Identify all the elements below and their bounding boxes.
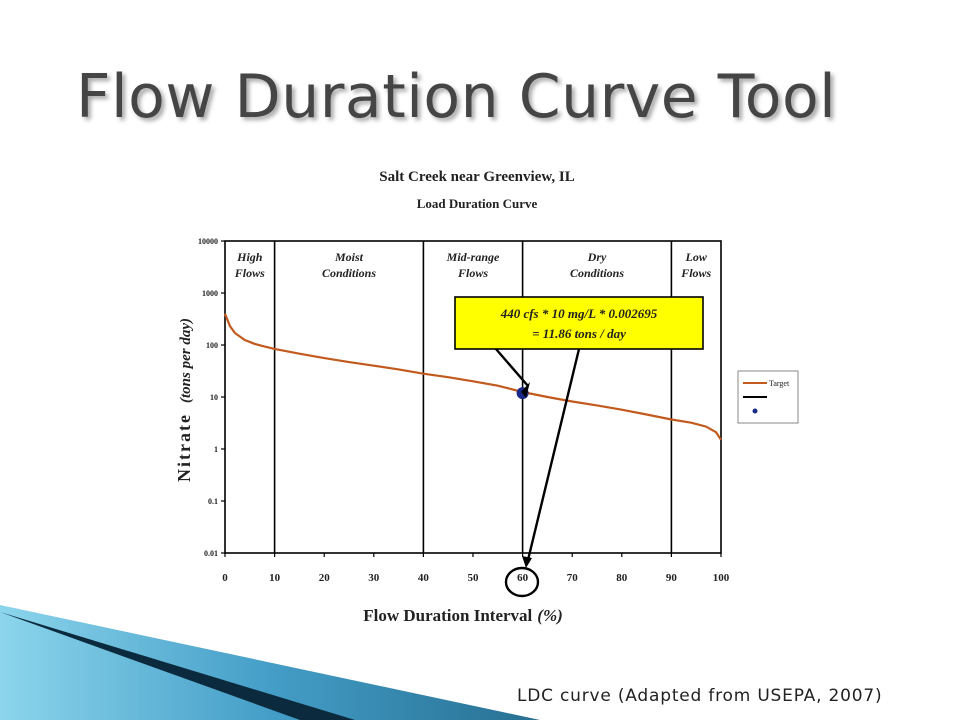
x-axis-label: Flow Duration Interval (%)	[363, 606, 563, 625]
y-tick-label: 0.01	[204, 549, 218, 558]
slide-caption: LDC curve (Adapted from USEPA, 2007)	[517, 686, 883, 706]
x-tick-label: 20	[319, 572, 331, 584]
x-tick-label: 40	[418, 572, 430, 584]
chart-title: Salt Creek near Greenview, IL	[379, 169, 574, 185]
x-tick-label: 90	[666, 572, 678, 584]
x-tick-label: 0	[222, 572, 228, 584]
regime-label: Mid-range Flows	[446, 250, 500, 280]
chart-subtitle: Load Duration Curve	[417, 196, 538, 211]
regime-labels: High Flows Moist Conditions Mid-range Flows Dr…	[234, 250, 712, 280]
regime-label-line: Flows	[680, 266, 711, 280]
decor-wedge-light	[0, 605, 540, 720]
regime-label: High Flows	[234, 250, 265, 280]
decor-wedge	[0, 605, 540, 720]
arrowhead-tick	[522, 556, 532, 568]
x-tick-label: 70	[567, 572, 579, 584]
y-tick-label: 1000	[202, 289, 218, 298]
legend-swatch-point	[752, 408, 758, 414]
regime-label-line: Moist	[334, 250, 364, 264]
regime-label: Dry Conditions	[570, 250, 624, 280]
y-axis-ticks: 0.01 0.1 1 10 100 1000 10000	[198, 237, 225, 558]
regime-label-line: Flows	[457, 266, 488, 280]
x-tick-label: 60	[517, 572, 529, 584]
y-axis-label: Nitrate (tons per day)	[174, 318, 194, 482]
y-axis-label-text: Nitrate	[174, 413, 194, 482]
x-tick-label: 10	[269, 572, 281, 584]
y-tick-label: 100	[206, 341, 218, 350]
slide-title: Flow Duration Curve Tool	[76, 62, 837, 132]
decor-wedge-dark	[0, 612, 355, 720]
series-line-target	[223, 313, 722, 441]
y-tick-label: 0.1	[208, 497, 218, 506]
legend-label-target: Target	[769, 379, 790, 388]
regime-label-line: Flows	[234, 266, 265, 280]
regime-lines	[273, 241, 673, 553]
arrow-to-point	[495, 348, 529, 387]
x-axis-ticks: 0 10 20 30 40 50 60 70 80 90 100	[222, 553, 730, 584]
y-axis-label-unit: (tons per day)	[178, 318, 194, 403]
y-tick-label: 10	[210, 393, 218, 402]
x-tick-label: 80	[616, 572, 628, 584]
tick-60-circle	[504, 566, 540, 598]
annotation-arrows	[495, 348, 581, 568]
annotation-rect	[454, 296, 704, 350]
x-axis-label-unit: (%)	[537, 606, 562, 625]
y-tick-label: 10000	[198, 237, 218, 246]
y-tick-label: 1	[214, 445, 218, 454]
regime-label-line: Conditions	[322, 266, 376, 280]
x-axis-label-text: Flow Duration Interval	[363, 606, 532, 625]
annotation-line-2: = 11.86 tons / day	[532, 326, 626, 341]
plot-frame	[224, 240, 722, 554]
regime-label-line: Dry	[587, 250, 607, 264]
x-tick-label: 100	[713, 572, 730, 584]
regime-label: Low Flows	[680, 250, 711, 280]
regime-label: Moist Conditions	[322, 250, 376, 280]
annotation-box: 440 cfs * 10 mg/L * 0.002695 = 11.86 ton…	[454, 296, 704, 350]
x-tick-label: 30	[368, 572, 380, 584]
x-tick-label: 50	[468, 572, 480, 584]
arrowhead-point	[521, 382, 530, 398]
annotation-line-1: 440 cfs * 10 mg/L * 0.002695	[500, 306, 658, 321]
regime-label-line: Mid-range	[446, 250, 500, 264]
legend: Target	[737, 370, 799, 424]
regime-label-line: Low	[685, 250, 708, 264]
arrow-to-tick	[526, 348, 581, 561]
regime-label-line: Conditions	[570, 266, 624, 280]
regime-label-line: High	[236, 250, 263, 264]
